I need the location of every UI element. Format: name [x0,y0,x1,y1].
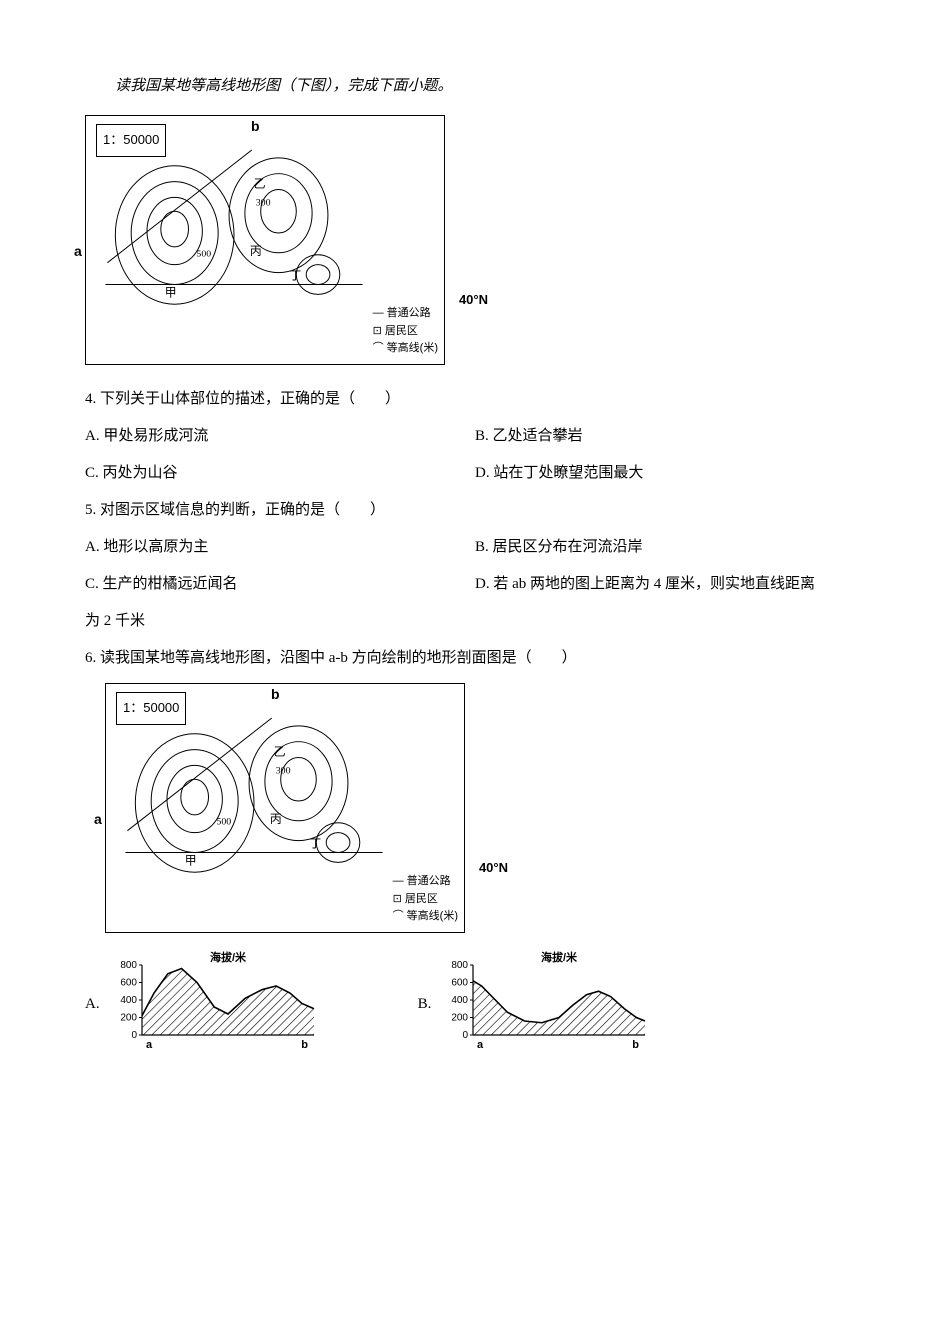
legend-road: — 普通公路 [373,305,438,323]
svg-text:500: 500 [196,249,211,260]
profile-chart-b: 海拔/米 800 600 400 200 0a b [439,951,649,1051]
q6-option-b-label: B. [418,988,432,1051]
q5-option-a: A. 地形以高原为主 [85,531,475,564]
contour-map-1: 1：50000 b a 40°N 甲 乙 丙 丁 500 300 [85,115,445,365]
svg-text:0: 0 [463,1030,469,1041]
legend-residence-2: ⊡ 居民区 [393,891,458,909]
profile-chart-a: 海拔/米 800 600 400 200 0a b [108,951,318,1051]
svg-text:200: 200 [452,1013,469,1024]
svg-text:a: a [146,1039,153,1051]
intro-text: 读我国某地等高线地形图（下图），完成下面小题。 [85,70,865,103]
map-label-a-2: a [94,804,102,835]
map-label-b-2: b [271,679,280,710]
svg-text:海拔/米: 海拔/米 [210,951,247,964]
svg-text:海拔/米: 海拔/米 [541,951,578,964]
svg-text:乙: 乙 [254,177,266,191]
svg-text:300: 300 [256,197,271,208]
svg-text:丙: 丙 [270,812,282,826]
q4-option-c: C. 丙处为山谷 [85,457,475,490]
svg-text:300: 300 [276,765,291,776]
q5-option-d: D. 若 ab 两地的图上距离为 4 厘米，则实地直线距离 [475,568,865,601]
svg-text:400: 400 [452,995,469,1006]
profile-options-row: A. 海拔/米8006004002000ab B. 海拔/米8006004002… [85,951,865,1051]
legend-residence: ⊡ 居民区 [373,323,438,341]
svg-text:200: 200 [120,1013,137,1024]
svg-text:0: 0 [131,1030,137,1041]
svg-text:乙: 乙 [274,745,286,759]
svg-text:b: b [633,1039,640,1051]
q4-option-d: D. 站在丁处瞭望范围最大 [475,457,865,490]
svg-text:a: a [477,1039,484,1051]
svg-text:400: 400 [120,995,137,1006]
svg-text:500: 500 [216,817,231,828]
map-legend: — 普通公路 ⊡ 居民区 ⌒ 等高线(米) [373,305,438,358]
map-label-b: b [251,111,260,142]
q5-option-b: B. 居民区分布在河流沿岸 [475,531,865,564]
map-contour-sketch-2: 甲 乙 丙 丁 500 300 [124,714,384,892]
svg-text:600: 600 [120,978,137,989]
legend-contour: ⌒ 等高线(米) [373,340,438,358]
svg-text:600: 600 [452,978,469,989]
q4-stem: 4. 下列关于山体部位的描述，正确的是（ ） [85,383,865,416]
q4-option-b: B. 乙处适合攀岩 [475,420,865,453]
contour-map-2: 1：50000 b a 40°N 甲 乙 丙 丁 500 300 [105,683,465,933]
svg-text:甲: 甲 [185,853,197,867]
svg-text:甲: 甲 [165,285,177,299]
svg-text:丁: 丁 [289,269,301,283]
map-latitude: 40°N [459,286,488,315]
legend-road-2: — 普通公路 [393,873,458,891]
svg-text:800: 800 [452,960,469,971]
q5-option-c: C. 生产的柑橘远近闻名 [85,568,475,601]
svg-text:800: 800 [120,960,137,971]
svg-text:b: b [301,1039,308,1051]
q5-stem: 5. 对图示区域信息的判断，正确的是（ ） [85,494,865,527]
map-label-a: a [74,236,82,267]
q6-stem: 6. 读我国某地等高线地形图，沿图中 a-b 方向绘制的地形剖面图是（ ） [85,642,865,675]
map-latitude-2: 40°N [479,854,508,883]
legend-contour-2: ⌒ 等高线(米) [393,908,458,926]
map-legend-2: — 普通公路 ⊡ 居民区 ⌒ 等高线(米) [393,873,458,926]
q6-option-a-label: A. [85,988,100,1051]
q5-option-d-cont: 为 2 千米 [85,605,865,638]
svg-text:丙: 丙 [250,244,262,258]
svg-text:丁: 丁 [309,837,321,851]
q4-option-a: A. 甲处易形成河流 [85,420,475,453]
map-contour-sketch: 甲 乙 丙 丁 500 300 [104,146,364,324]
